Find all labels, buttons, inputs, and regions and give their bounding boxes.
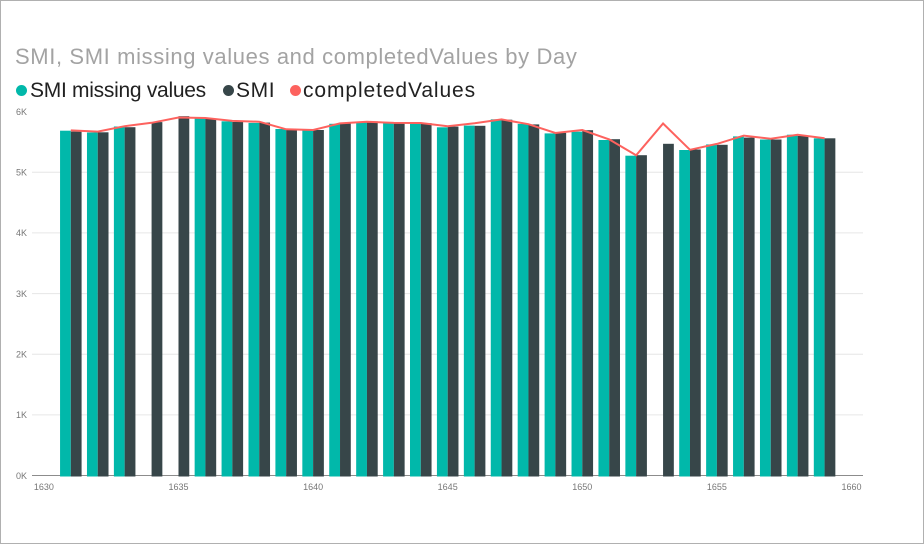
- svg-text:1635: 1635: [168, 482, 188, 492]
- svg-text:2K: 2K: [16, 349, 27, 359]
- svg-text:1660: 1660: [841, 482, 861, 492]
- svg-text:3K: 3K: [16, 289, 27, 299]
- svg-text:1650: 1650: [572, 482, 592, 492]
- svg-text:4K: 4K: [16, 228, 27, 238]
- svg-text:1640: 1640: [303, 482, 323, 492]
- svg-text:1K: 1K: [16, 410, 27, 420]
- svg-text:5K: 5K: [16, 168, 27, 178]
- svg-text:1655: 1655: [707, 482, 727, 492]
- svg-text:0K: 0K: [16, 471, 27, 481]
- svg-text:1645: 1645: [438, 482, 458, 492]
- svg-text:1630: 1630: [34, 482, 54, 492]
- svg-text:6K: 6K: [16, 107, 27, 117]
